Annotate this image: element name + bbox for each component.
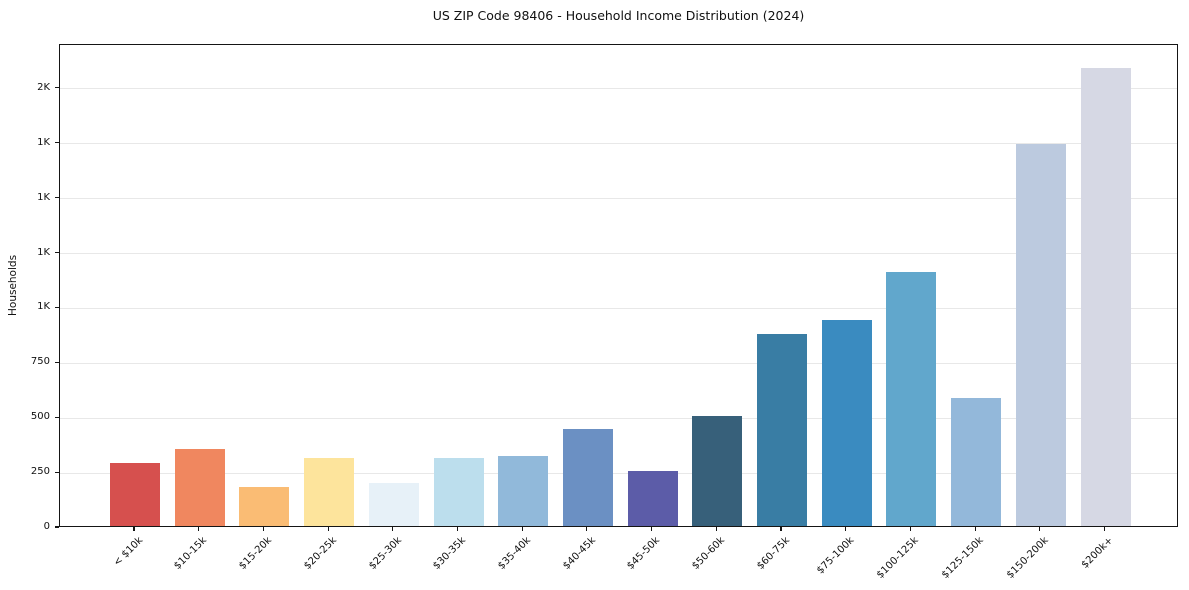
gridline-2K (60, 88, 1177, 90)
x-tick-mark (845, 527, 847, 531)
bar-4 (368, 483, 419, 526)
gridline-250 (60, 472, 1177, 474)
y-tick-mark (54, 361, 59, 363)
bar-2 (239, 487, 290, 526)
x-tick-mark (780, 527, 782, 531)
bar-15 (1080, 68, 1131, 526)
plot-area (59, 44, 1178, 527)
gridline-750 (60, 362, 1177, 364)
x-tick-mark (133, 527, 135, 531)
x-tick-label: $100-125k (875, 535, 922, 581)
x-tick-mark (651, 527, 653, 531)
y-tick-label: 2K (37, 81, 50, 93)
bar-12 (886, 271, 937, 526)
y-tick-mark (54, 87, 59, 89)
y-tick-mark (54, 197, 59, 199)
y-tick-mark (54, 471, 59, 473)
x-tick-label: $45-50k (625, 535, 663, 572)
y-tick-mark (54, 416, 59, 418)
x-tick-label: $35-40k (496, 535, 533, 572)
bar-13 (951, 397, 1002, 526)
y-tick-label: 0 (43, 521, 50, 532)
bar-7 (562, 429, 613, 526)
x-tick-mark (974, 527, 976, 531)
gridline-1K (60, 307, 1177, 309)
x-tick-mark (262, 527, 264, 531)
bar-3 (304, 458, 355, 526)
bar-0 (110, 463, 160, 526)
x-tick-label: $200k+ (1079, 535, 1116, 571)
x-tick-mark (521, 527, 523, 531)
x-tick-label: $50-60k (690, 535, 728, 572)
y-tick-label: 1K (37, 301, 50, 313)
chart-title: US ZIP Code 98406 - Household Income Dis… (432, 8, 805, 23)
gridline-1K (60, 198, 1177, 200)
x-tick-label: $30-35k (431, 535, 469, 572)
x-tick-label: $10-15k (172, 535, 210, 572)
x-tick-mark (1103, 527, 1106, 531)
x-tick-label: $15-20k (237, 535, 275, 572)
y-tick-mark (54, 142, 59, 144)
bar-14 (1015, 144, 1066, 526)
x-tick-label: < $10k (111, 535, 145, 569)
bar-11 (821, 319, 872, 526)
x-tick-label: $125-150k (939, 535, 986, 581)
y-tick-label: 1K (37, 246, 50, 258)
x-tick-mark (715, 527, 717, 531)
x-tick-label: $25-30k (366, 535, 404, 572)
y-tick-mark (54, 251, 59, 254)
x-tick-mark (198, 527, 200, 531)
gridline-1K (60, 253, 1177, 255)
y-tick-label: 1K (37, 191, 50, 203)
x-tick-mark (392, 527, 394, 531)
y-tick-mark (54, 306, 59, 309)
bar-9 (692, 415, 743, 526)
x-tick-label: $60-75k (754, 535, 792, 572)
y-tick-label: 250 (30, 466, 50, 478)
y-axis-label: Households (7, 254, 19, 317)
y-tick-mark (54, 526, 59, 528)
x-tick-mark (1039, 527, 1041, 531)
gridline-1K (60, 143, 1177, 145)
x-tick-label: $150-200k (1004, 535, 1051, 581)
bar-10 (757, 333, 807, 526)
bar-6 (498, 456, 549, 526)
gridline-500 (60, 417, 1177, 419)
x-tick-mark (456, 527, 459, 531)
x-tick-label: $75-100k (815, 535, 857, 577)
y-tick-label: 1K (37, 136, 50, 148)
x-tick-mark (327, 527, 329, 531)
x-tick-mark (586, 527, 588, 531)
bar-8 (627, 470, 678, 526)
bar-5 (433, 457, 484, 526)
bar-1 (174, 449, 225, 526)
x-tick-mark (909, 527, 911, 531)
y-tick-label: 500 (30, 411, 50, 423)
x-tick-label: $40-45k (560, 535, 598, 572)
x-tick-label: $20-25k (301, 535, 339, 572)
y-tick-label: 750 (30, 356, 50, 368)
